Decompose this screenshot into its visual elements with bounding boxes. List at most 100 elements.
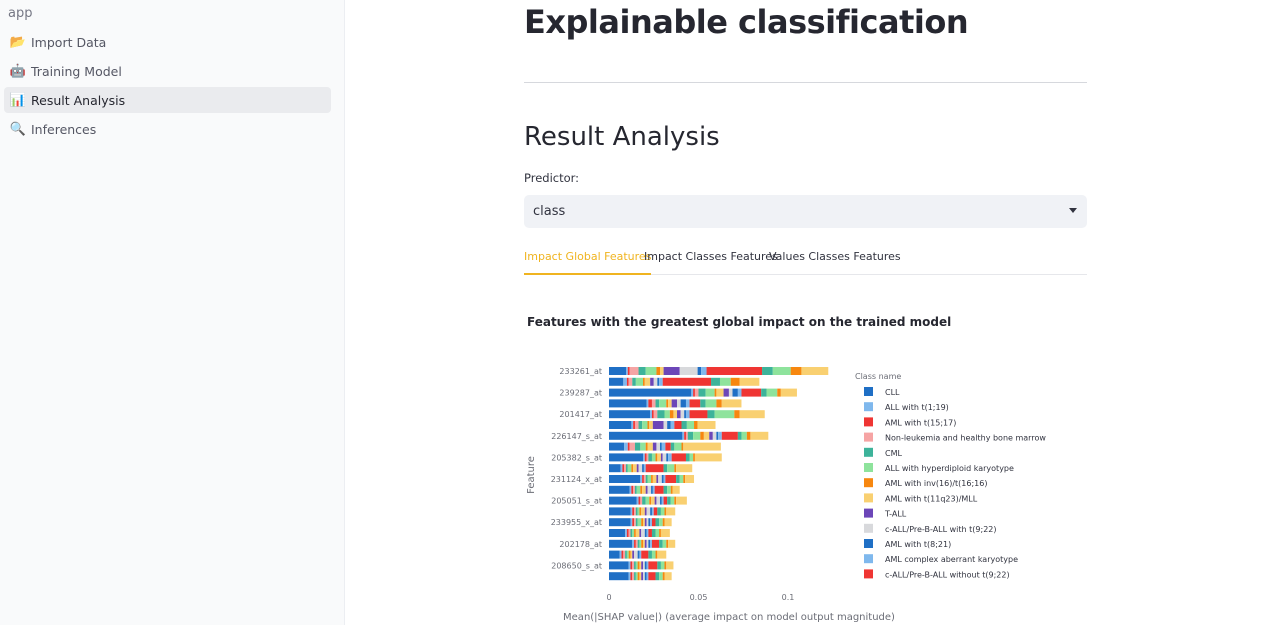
bar-segment: [620, 464, 623, 473]
sidebar-item-label: Inferences: [31, 121, 97, 137]
bar-segment: [639, 507, 642, 516]
predictor-select[interactable]: class: [524, 195, 1087, 228]
bar-segment: [651, 453, 656, 462]
bar-segment: [625, 550, 627, 559]
bar-segment: [662, 453, 667, 462]
bar-segment: [661, 496, 664, 505]
bar-segment: [609, 410, 651, 419]
sidebar-item-result-analysis[interactable]: 📊 Result Analysis: [4, 87, 331, 113]
sidebar-item-inferences[interactable]: 🔍 Inferences: [4, 116, 331, 142]
bar-segment: [676, 464, 693, 473]
bar-segment: [712, 431, 717, 440]
bar-segment: [609, 453, 644, 462]
bar-segment: [646, 453, 649, 462]
bar-segment: [639, 561, 642, 570]
bar-segment: [711, 377, 720, 386]
bar-segment: [660, 496, 662, 505]
bar-segment: [685, 399, 690, 408]
bar-segment: [629, 485, 632, 494]
tab-bar: Impact Global Features Impact Classes Fe…: [524, 244, 1087, 275]
bar-segment: [640, 485, 643, 494]
chevron-down-icon[interactable]: [1069, 208, 1077, 213]
bar-segment: [659, 399, 667, 408]
bar-segment: [706, 367, 763, 375]
bar-segment: [631, 464, 634, 473]
bar-segment: [609, 539, 633, 548]
bar-segment: [609, 377, 624, 386]
bar-segment: [628, 572, 631, 581]
bar-segment: [643, 464, 646, 473]
tab-impact-classes-features[interactable]: Impact Classes Features: [644, 250, 778, 263]
shap-summary-chart: 233261_at 239287_at 201417_at 226147_s_at 20…: [526, 367, 1046, 623]
legend-swatch: [864, 387, 873, 396]
bar-segment: [697, 367, 702, 375]
bar-segment: [666, 561, 674, 570]
legend-swatch: [864, 417, 873, 427]
bar-segment: [651, 399, 656, 408]
bar-segment: [626, 367, 628, 375]
bar-segment: [693, 431, 701, 440]
bar-segment: [619, 550, 622, 559]
bar-segment: [685, 431, 688, 440]
bar-segment: [716, 388, 724, 397]
bar-segment: [630, 572, 633, 581]
bar-segment: [637, 561, 640, 570]
sidebar-item-import-data[interactable]: 📂 Import Data: [4, 29, 331, 55]
bar-segment: [651, 507, 654, 516]
legend-label: CML: [885, 449, 902, 458]
bar-segment: [644, 529, 647, 537]
bar-segment: [630, 529, 633, 537]
bar-segment: [657, 453, 661, 462]
bar-segment: [679, 367, 698, 375]
bar-segment: [639, 529, 642, 537]
tab-values-classes-features[interactable]: Values Classes Features: [769, 250, 901, 263]
bar-segment: [685, 453, 690, 462]
y-tick-label: 208650_s_at: [551, 561, 602, 570]
bar-segment: [625, 529, 627, 537]
legend-swatch: [864, 508, 873, 518]
bar-segment: [680, 399, 686, 408]
bar-segment: [643, 561, 645, 570]
bar-segment: [669, 410, 674, 419]
bar-segment: [741, 431, 747, 440]
bar-segment: [634, 529, 636, 537]
bar-segment: [737, 431, 742, 440]
bar-segment: [639, 539, 642, 548]
legend-swatch: [864, 523, 873, 533]
bar-segment: [672, 485, 680, 494]
bar-segment: [668, 453, 672, 462]
bar-segment: [658, 475, 662, 483]
bar-segment: [697, 421, 716, 429]
bar-segment: [645, 485, 648, 494]
bar-segment: [644, 539, 647, 548]
bar-segment: [698, 388, 706, 397]
bar-segment: [646, 399, 649, 408]
bar-segment: [609, 399, 647, 408]
bar-segment: [707, 410, 715, 419]
bar-segment: [644, 507, 647, 516]
bar-segment: [633, 485, 635, 494]
bar-segment: [629, 442, 635, 451]
bar-segment: [677, 410, 681, 419]
bar-segment: [681, 442, 684, 451]
bar-segment: [670, 421, 675, 429]
bar-segment: [627, 464, 632, 473]
bar-segment: [716, 431, 719, 440]
bar-segment: [716, 399, 722, 408]
tab-impact-global-features[interactable]: Impact Global Features: [524, 250, 652, 275]
bar-segment: [634, 550, 638, 559]
bar-segment: [643, 453, 645, 462]
sidebar-item-label: Import Data: [31, 34, 107, 50]
bar-segment: [634, 485, 637, 494]
section-title: Result Analysis: [524, 122, 720, 152]
legend-label: c-ALL/Pre-B-ALL without t(9;22): [885, 570, 1010, 579]
bar-segment: [637, 507, 640, 516]
bar-segment: [663, 421, 668, 429]
bar-segment: [648, 518, 651, 527]
sidebar-item-training-model[interactable]: 🤖 Training Model: [4, 58, 331, 84]
bar-segment: [659, 572, 663, 581]
bar-segment: [652, 485, 655, 494]
bar-segment: [663, 485, 668, 494]
bar-segment: [664, 507, 667, 516]
bar-segment: [637, 539, 640, 548]
